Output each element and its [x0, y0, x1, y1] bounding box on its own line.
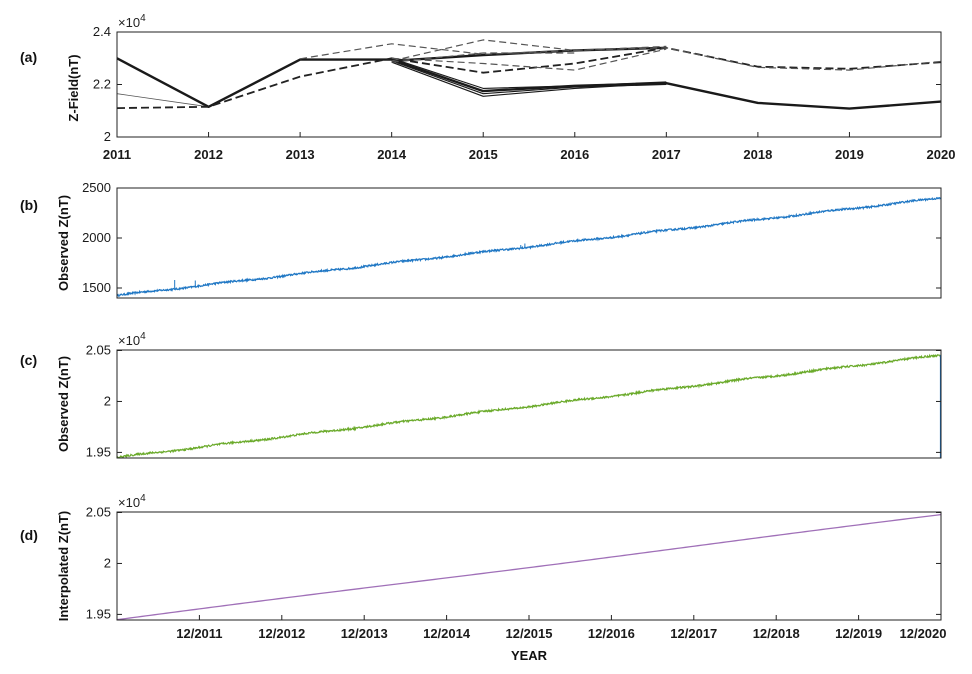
x-tick-label: 2017 [652, 147, 681, 162]
series-line-7 [300, 43, 942, 71]
y-tick-label: 2000 [82, 230, 111, 245]
observed-series-line-b [116, 196, 942, 297]
x-tick-label: 12/2014 [423, 626, 471, 641]
x-tick-label: 12/2011 [176, 626, 222, 641]
panel-b: (b) Observed Z(nT) 1500 2000 2500 [20, 180, 942, 299]
x-tick-label: 2012 [194, 147, 223, 162]
panel-b-label: (b) [20, 197, 38, 213]
x-tick-label: 2018 [743, 147, 772, 162]
series-line-6 [116, 46, 942, 109]
x-tick-label: 2013 [286, 147, 315, 162]
series-line-2 [391, 61, 667, 97]
panel-a-frame [116, 31, 942, 138]
x-tick-label: 12/2017 [670, 626, 717, 641]
y-tick-label: 1.95 [86, 606, 111, 621]
panel-b-frame [116, 187, 942, 299]
x-tick-label: 2019 [835, 147, 864, 162]
x-tick-label: 2014 [377, 147, 407, 162]
y-tick-label: 2 [104, 393, 111, 408]
y-tick-label: 2.2 [93, 77, 111, 92]
y-tick-label: 2.4 [93, 24, 111, 39]
observed-series-line-c [116, 353, 942, 459]
series-line-3 [391, 57, 667, 89]
series-line-10 [391, 52, 575, 63]
x-tick-label: 2016 [560, 147, 589, 162]
interpolated-series-line [116, 513, 942, 621]
series-line-8 [391, 39, 667, 62]
series-line-9 [391, 48, 667, 71]
panel-c-multiplier: ×104 [118, 331, 146, 348]
x-tick-label: 2015 [469, 147, 498, 162]
panel-d-ylabel: Interpolated Z(nT) [56, 511, 71, 622]
y-tick-label: 2.05 [86, 505, 111, 520]
panel-c-label: (c) [20, 352, 37, 368]
x-tick-label: 12/2020 [900, 626, 947, 641]
y-tick-label: 2 [104, 555, 111, 570]
series-line-4 [116, 93, 209, 108]
panel-c-frame [116, 349, 942, 459]
panel-b-ylabel: Observed Z(nT) [56, 195, 71, 291]
panel-d-label: (d) [20, 527, 38, 543]
panel-a-label: (a) [20, 49, 37, 65]
series-line-0 [116, 57, 942, 110]
x-tick-label: 12/2016 [588, 626, 635, 641]
x-tick-label: 12/2013 [341, 626, 388, 641]
panel-d: (d) Interpolated Z(nT) ×104 1.95 2 2.05 12… [20, 493, 947, 663]
panel-d-multiplier: ×104 [118, 493, 146, 510]
x-tick-label: 12/2019 [835, 626, 882, 641]
x-tick-label: 12/2018 [753, 626, 800, 641]
panel-a-multiplier: ×104 [118, 13, 146, 30]
y-tick-label: 2 [104, 129, 111, 144]
x-tick-label: 12/2012 [258, 626, 305, 641]
panel-c-ylabel: Observed Z(nT) [56, 356, 71, 452]
y-tick-label: 2.05 [86, 343, 111, 358]
panel-a-ylabel: Z-Field(nT) [66, 54, 81, 121]
panel-a: (a) Z-Field(nT) ×104 2 2.2 2.4 2011 2012 201… [20, 13, 955, 162]
x-tick-label: 2020 [927, 147, 956, 162]
y-tick-label: 2500 [82, 180, 111, 195]
panel-d-xlabel: YEAR [511, 648, 548, 663]
panel-c: (c) Observed Z(nT) ×104 1.95 2 2.05 [20, 331, 942, 459]
y-tick-label: 1500 [82, 280, 111, 295]
y-tick-label: 1.95 [86, 444, 111, 459]
x-tick-label: 12/2015 [506, 626, 553, 641]
x-tick-label: 2011 [103, 147, 131, 162]
